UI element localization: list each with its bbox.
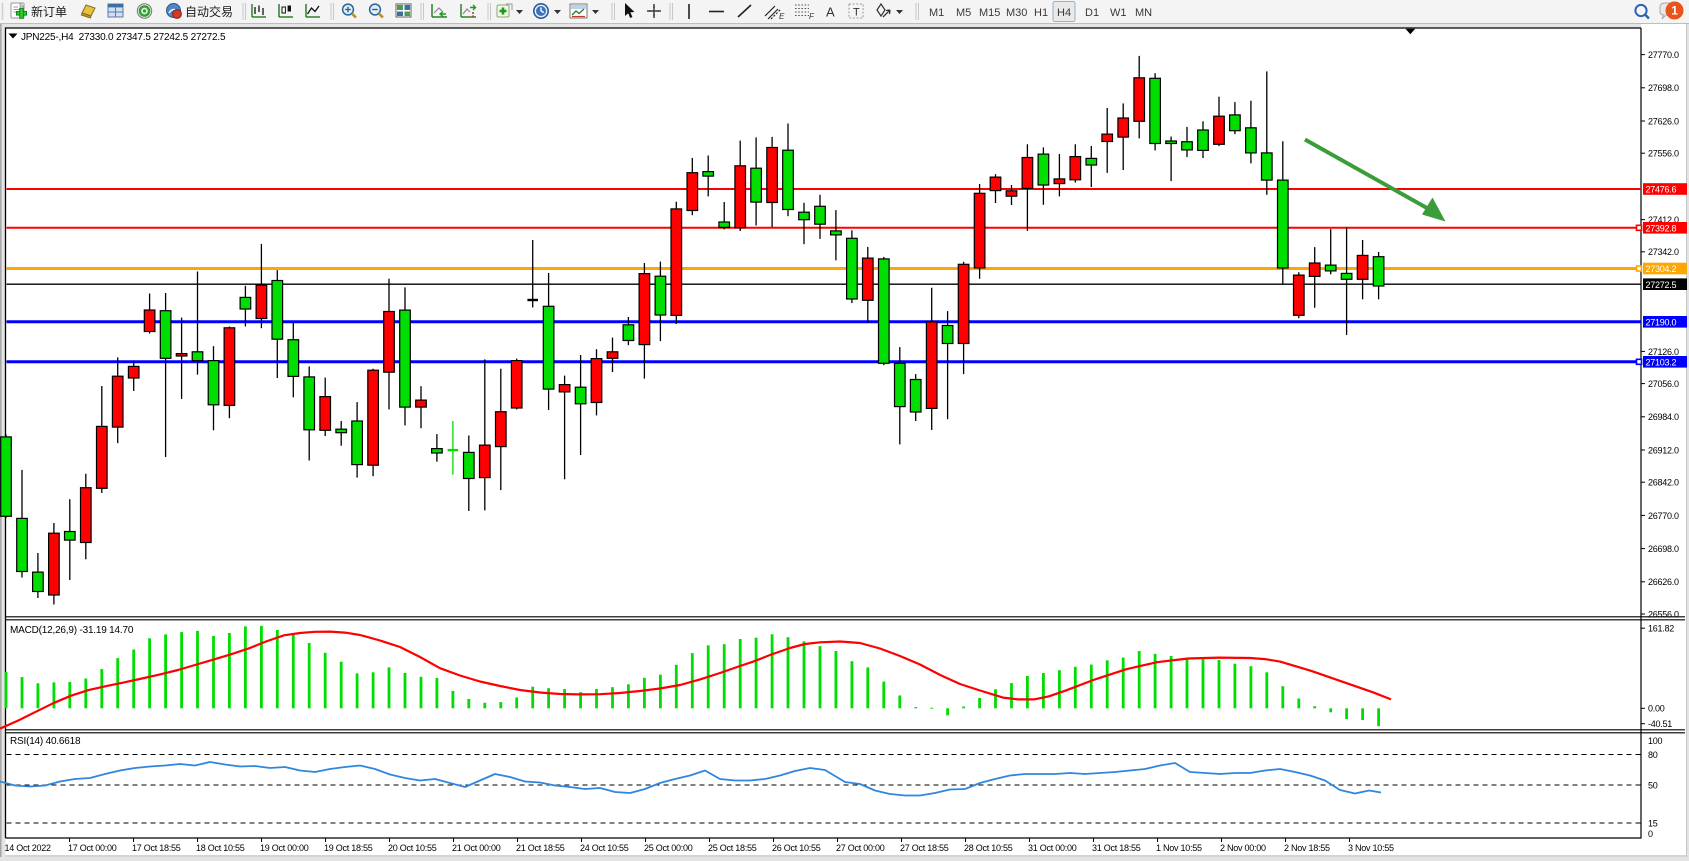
svg-text:0: 0 — [1648, 829, 1653, 839]
svg-text:M30: M30 — [1006, 7, 1027, 19]
svg-text:18 Oct 10:55: 18 Oct 10:55 — [196, 843, 245, 853]
svg-text:26698.0: 26698.0 — [1648, 544, 1679, 554]
svg-text:27 Oct 00:00: 27 Oct 00:00 — [836, 843, 885, 853]
svg-text:1 Nov 10:55: 1 Nov 10:55 — [1156, 843, 1202, 853]
svg-text:26842.0: 26842.0 — [1648, 478, 1679, 488]
svg-text:27476.6: 27476.6 — [1646, 185, 1677, 195]
svg-text:H1: H1 — [1034, 7, 1048, 19]
svg-text:M1: M1 — [929, 7, 944, 19]
svg-text:27103.2: 27103.2 — [1646, 357, 1677, 367]
svg-text:21 Oct 18:55: 21 Oct 18:55 — [516, 843, 565, 853]
svg-text:W1: W1 — [1110, 7, 1127, 19]
svg-text:27770.0: 27770.0 — [1648, 50, 1679, 60]
svg-text:17 Oct 00:00: 17 Oct 00:00 — [68, 843, 117, 853]
svg-text:17 Oct 18:55: 17 Oct 18:55 — [132, 843, 181, 853]
svg-text:19 Oct 00:00: 19 Oct 00:00 — [260, 843, 309, 853]
svg-text:新订单: 新订单 — [31, 4, 67, 19]
svg-text:MACD(12,26,9) -31.19 14.70: MACD(12,26,9) -31.19 14.70 — [10, 625, 134, 636]
svg-text:14 Oct 2022: 14 Oct 2022 — [5, 843, 52, 853]
svg-text:50: 50 — [1648, 780, 1658, 790]
svg-text:T: T — [853, 7, 860, 19]
svg-text:27556.0: 27556.0 — [1648, 149, 1679, 159]
svg-text:100: 100 — [1648, 736, 1663, 746]
svg-text:26626.0: 26626.0 — [1648, 577, 1679, 587]
svg-text:15: 15 — [1648, 818, 1658, 828]
svg-text:D1: D1 — [1085, 7, 1099, 19]
svg-text:27 Oct 18:55: 27 Oct 18:55 — [900, 843, 949, 853]
svg-text:3 Nov 10:55: 3 Nov 10:55 — [1348, 843, 1394, 853]
svg-text:RSI(14) 40.6618: RSI(14) 40.6618 — [10, 736, 81, 747]
svg-text:E: E — [779, 12, 785, 21]
svg-text:26556.0: 26556.0 — [1648, 609, 1679, 619]
svg-text:27698.0: 27698.0 — [1648, 83, 1679, 93]
svg-text:26 Oct 10:55: 26 Oct 10:55 — [772, 843, 821, 853]
svg-text:M15: M15 — [979, 7, 1000, 19]
svg-text:20 Oct 10:55: 20 Oct 10:55 — [388, 843, 437, 853]
svg-text:A: A — [826, 5, 835, 20]
svg-text:161.82: 161.82 — [1648, 624, 1674, 634]
svg-text:27342.0: 27342.0 — [1648, 247, 1679, 257]
svg-text:28 Oct 10:55: 28 Oct 10:55 — [964, 843, 1013, 853]
svg-text:26984.0: 26984.0 — [1648, 412, 1679, 422]
svg-text:MN: MN — [1135, 7, 1152, 19]
svg-text:2 Nov 00:00: 2 Nov 00:00 — [1220, 843, 1266, 853]
svg-text:1: 1 — [1671, 4, 1678, 18]
svg-text:0.00: 0.00 — [1648, 704, 1665, 714]
svg-text:27272.5: 27272.5 — [1646, 280, 1677, 290]
svg-text:27626.0: 27626.0 — [1648, 116, 1679, 126]
svg-text:27412.0: 27412.0 — [1648, 215, 1679, 225]
svg-text:H4: H4 — [1057, 7, 1071, 19]
svg-text:31 Oct 18:55: 31 Oct 18:55 — [1092, 843, 1141, 853]
svg-text:19 Oct 18:55: 19 Oct 18:55 — [324, 843, 373, 853]
svg-text:21 Oct 00:00: 21 Oct 00:00 — [452, 843, 501, 853]
svg-text:F: F — [809, 12, 815, 21]
svg-text:自动交易: 自动交易 — [185, 4, 233, 19]
svg-text:26770.0: 26770.0 — [1648, 511, 1679, 521]
svg-text:27392.8: 27392.8 — [1646, 223, 1677, 233]
svg-text:27056.0: 27056.0 — [1648, 379, 1679, 389]
svg-text:80: 80 — [1648, 750, 1658, 760]
svg-text:27126.0: 27126.0 — [1648, 347, 1679, 357]
svg-text:26912.0: 26912.0 — [1648, 445, 1679, 455]
svg-text:31 Oct 00:00: 31 Oct 00:00 — [1028, 843, 1077, 853]
svg-text:27190.0: 27190.0 — [1646, 317, 1677, 327]
svg-text:-40.51: -40.51 — [1648, 719, 1672, 729]
svg-text:25 Oct 00:00: 25 Oct 00:00 — [644, 843, 693, 853]
svg-text:2 Nov 18:55: 2 Nov 18:55 — [1284, 843, 1330, 853]
svg-text:27304.2: 27304.2 — [1646, 264, 1677, 274]
svg-text:JPN225-,H4 27330.0 27347.5 27: JPN225-,H4 27330.0 27347.5 27242.5 27272… — [21, 32, 226, 43]
svg-text:25 Oct 18:55: 25 Oct 18:55 — [708, 843, 757, 853]
svg-text:24 Oct 10:55: 24 Oct 10:55 — [580, 843, 629, 853]
svg-text:M5: M5 — [956, 7, 971, 19]
